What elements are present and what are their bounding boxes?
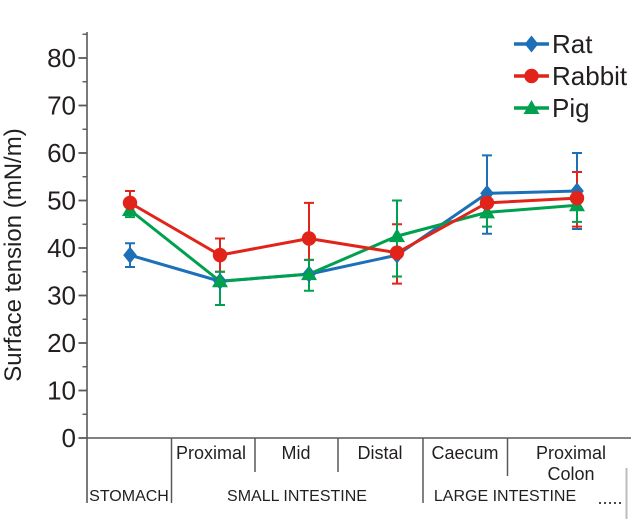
y-axis-title: Surface tension (mN/m) (0, 128, 27, 381)
series-line-rabbit (129, 196, 578, 257)
y-tick-label-30: 30 (47, 281, 76, 311)
y-tick-label-0: 0 (62, 423, 76, 453)
marker-rabbit-0 (122, 195, 138, 211)
y-tick-label-70: 70 (47, 91, 76, 121)
series-line-pig (129, 203, 578, 283)
y-tick-label-50: 50 (47, 186, 76, 216)
marker-pig-4 (479, 204, 495, 219)
legend-label-pig: Pig (552, 93, 590, 123)
marker-pig-3 (389, 228, 405, 243)
marker-pig-1 (212, 273, 228, 288)
y-tick-label-10: 10 (47, 376, 76, 406)
marker-pig-2 (301, 266, 317, 281)
marker-rabbit-3 (389, 245, 405, 260)
group-label-stomach: STOMACH (89, 488, 169, 505)
legend-diamond-icon (524, 35, 539, 53)
marker-rat-0 (123, 246, 137, 264)
category-label-caecum: Caecum (431, 443, 498, 463)
category-label-proximal: Proximal (536, 443, 606, 463)
marker-rabbit-1 (212, 247, 228, 263)
marker-rabbit-4 (479, 195, 495, 211)
legend-triangle-icon (523, 100, 540, 114)
y-tick-label-20: 20 (47, 328, 76, 358)
marker-rabbit-2 (301, 231, 317, 246)
group-label-large-intestine: LARGE INTESTINE (434, 488, 576, 505)
y-tick-label-40: 40 (47, 233, 76, 263)
legend-label-rat: Rat (552, 29, 593, 59)
category-label-colon: Colon (547, 464, 594, 484)
series-line-rat (129, 189, 578, 283)
group-label-small-intestine: SMALL INTESTINE (227, 488, 367, 505)
category-label-distal: Distal (357, 443, 402, 463)
marker-rabbit-5 (569, 190, 585, 206)
legend-circle-icon (524, 68, 539, 84)
category-label-proximal: Proximal (176, 443, 246, 463)
y-tick-label-60: 60 (47, 138, 76, 168)
y-tick-label-80: 80 (47, 43, 76, 73)
category-label-mid: Mid (281, 443, 310, 463)
legend-label-rabbit: Rabbit (552, 61, 628, 91)
